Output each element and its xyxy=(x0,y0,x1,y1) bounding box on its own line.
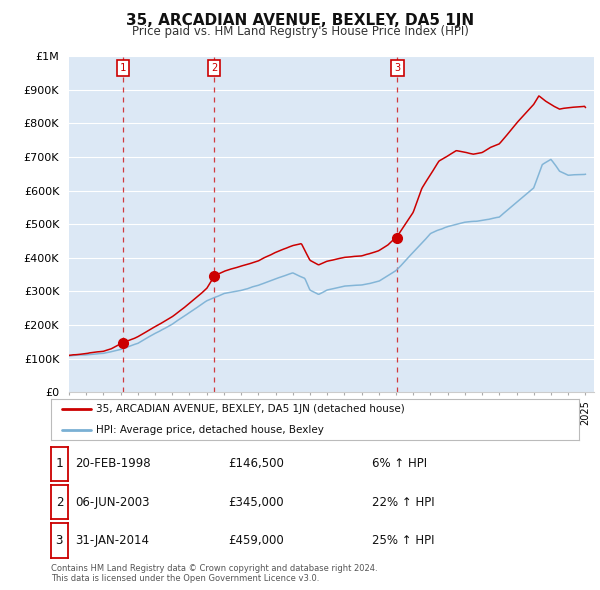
Text: £345,000: £345,000 xyxy=(228,496,284,509)
Text: 22% ↑ HPI: 22% ↑ HPI xyxy=(372,496,434,509)
Text: 1: 1 xyxy=(120,63,126,73)
Text: Price paid vs. HM Land Registry's House Price Index (HPI): Price paid vs. HM Land Registry's House … xyxy=(131,25,469,38)
Text: 2: 2 xyxy=(211,63,217,73)
Text: £146,500: £146,500 xyxy=(228,457,284,470)
Text: HPI: Average price, detached house, Bexley: HPI: Average price, detached house, Bexl… xyxy=(96,425,324,434)
Text: 25% ↑ HPI: 25% ↑ HPI xyxy=(372,534,434,547)
Text: 2: 2 xyxy=(56,496,63,509)
Text: 20-FEB-1998: 20-FEB-1998 xyxy=(75,457,151,470)
Text: 1: 1 xyxy=(56,457,63,470)
Text: 3: 3 xyxy=(56,534,63,547)
Text: 31-JAN-2014: 31-JAN-2014 xyxy=(75,534,149,547)
Text: 35, ARCADIAN AVENUE, BEXLEY, DA5 1JN (detached house): 35, ARCADIAN AVENUE, BEXLEY, DA5 1JN (de… xyxy=(96,405,404,414)
Text: 06-JUN-2003: 06-JUN-2003 xyxy=(75,496,149,509)
Text: 3: 3 xyxy=(394,63,401,73)
Text: 6% ↑ HPI: 6% ↑ HPI xyxy=(372,457,427,470)
Text: Contains HM Land Registry data © Crown copyright and database right 2024.
This d: Contains HM Land Registry data © Crown c… xyxy=(51,563,377,583)
Text: £459,000: £459,000 xyxy=(228,534,284,547)
Text: 35, ARCADIAN AVENUE, BEXLEY, DA5 1JN: 35, ARCADIAN AVENUE, BEXLEY, DA5 1JN xyxy=(126,13,474,28)
